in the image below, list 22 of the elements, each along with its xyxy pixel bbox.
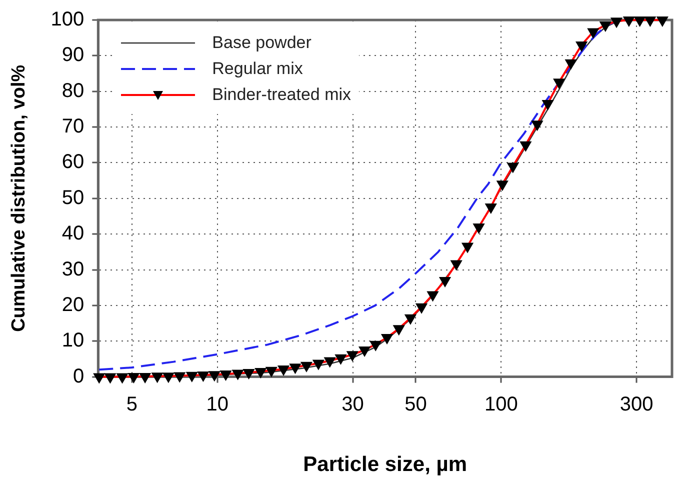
y-tick-label: 30 (62, 258, 84, 280)
y-axis-title: Cumulative distribution, vol% (8, 64, 30, 332)
x-tick-label: 10 (206, 393, 229, 416)
legend-label: Binder-treated mix (212, 84, 352, 106)
y-tick-label: 100 (50, 8, 84, 31)
x-tick-label: 5 (126, 393, 138, 416)
x-tick-label: 30 (342, 393, 364, 416)
y-tick-label: 60 (62, 151, 84, 174)
y-tick-label: 90 (62, 44, 84, 66)
x-tick-label: 50 (404, 393, 427, 416)
y-tick-label: 40 (62, 222, 84, 245)
y-tick-label: 20 (62, 294, 84, 316)
legend-label: Base powder (212, 32, 312, 54)
legend-label: Regular mix (212, 58, 303, 80)
x-tick-label: 100 (484, 393, 518, 416)
y-tick-label: 50 (62, 186, 84, 209)
x-axis-title: Particle size, µm (303, 453, 468, 476)
y-tick-label: 80 (62, 80, 84, 102)
y-tick-label: 10 (62, 330, 84, 352)
x-tick-label: 300 (620, 393, 654, 416)
y-tick-label: 0 (73, 365, 84, 388)
y-tick-label: 70 (62, 116, 84, 138)
